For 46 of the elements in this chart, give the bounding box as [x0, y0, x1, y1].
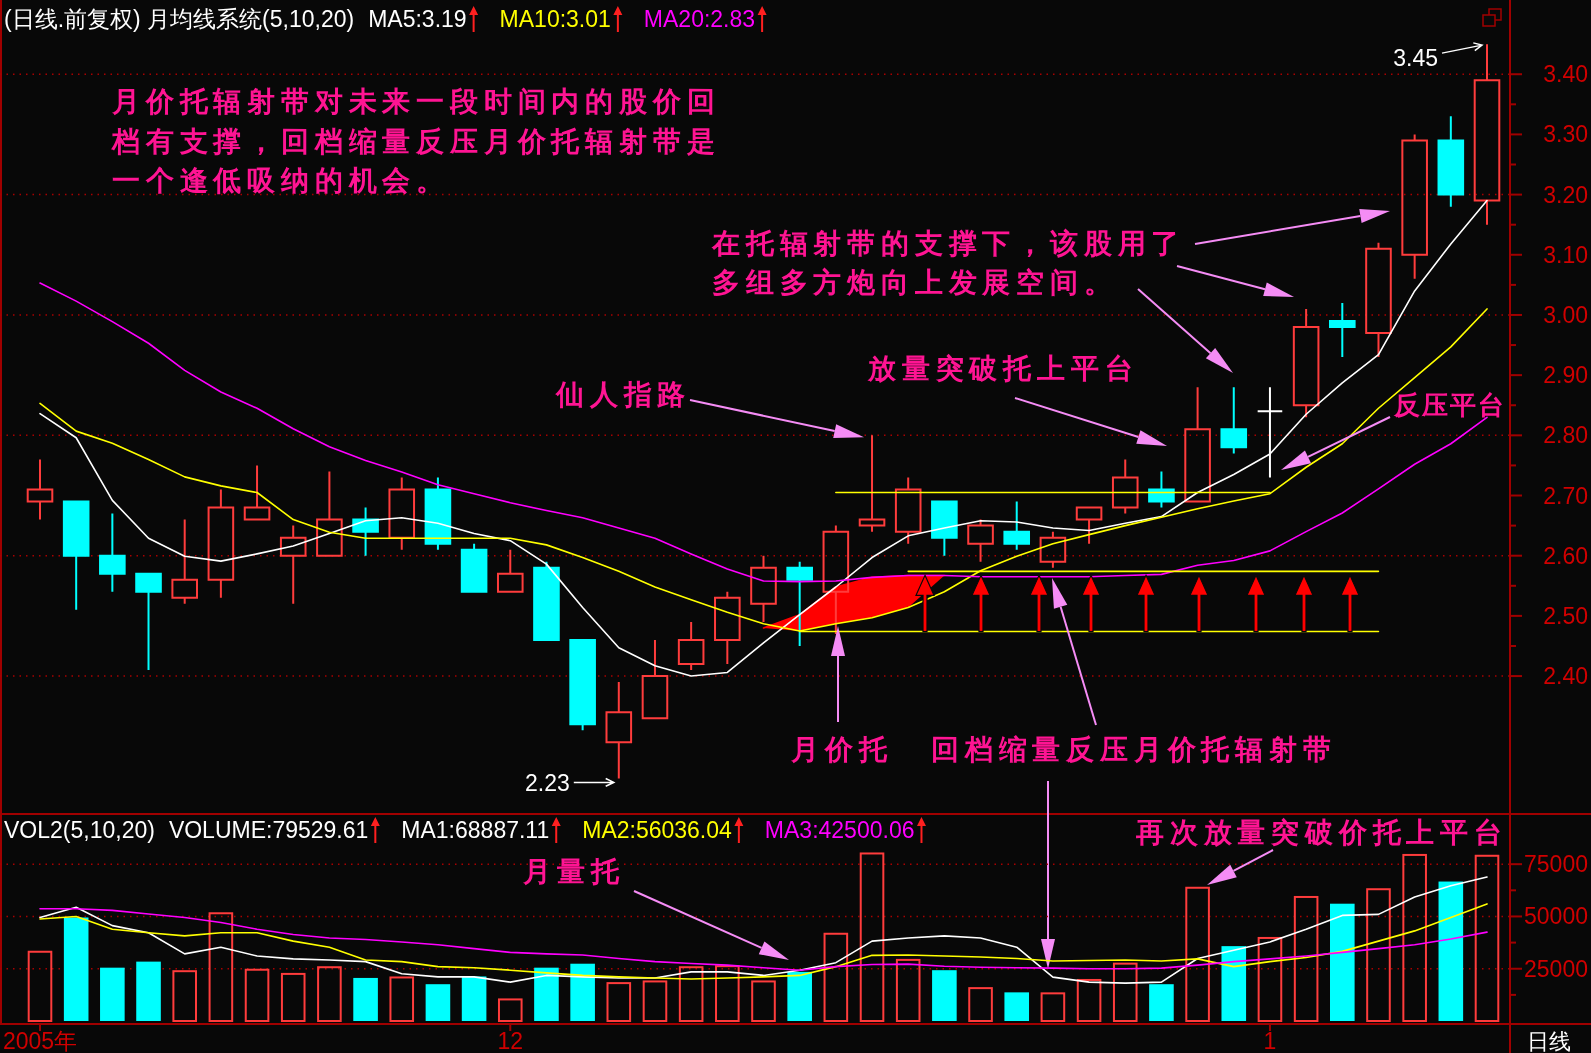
annotation: 2.23 [525, 770, 616, 797]
annotation: 反压平台 [1393, 390, 1506, 420]
chart-title: (日线.前复权) 月均线系统(5,10,20) [4, 6, 355, 32]
annotation: 3.45 [1393, 45, 1438, 72]
annotation: 仙人指路 [555, 377, 692, 411]
chart-title: VOL2(5,10,20) [4, 817, 155, 843]
x-tick-label: 2005年 [2, 1028, 78, 1053]
y-tick-label: 3.10 [1543, 241, 1588, 268]
annotation: 再次放量突破价托上平台 [1136, 815, 1508, 885]
annotation: 放量突破托上平台 [867, 351, 1139, 385]
y-tick-label: 3.00 [1543, 301, 1588, 328]
annotation: 仙人指路 [556, 377, 865, 438]
y-tick-label: 2.40 [1543, 663, 1588, 690]
y-tick-label: 2.70 [1543, 482, 1588, 509]
annotation: 月价托辐射带对未来一段时间内的股价回档有支撑，回档缩量反压月价托辐射带是一个逢低吸纳的机会。 [112, 84, 721, 197]
annotation: 月量托 [522, 854, 625, 888]
y-tick-label: 2.60 [1543, 542, 1588, 569]
x-tick-label: 1 [1263, 1028, 1277, 1053]
annotation: 3.45 [1393, 42, 1484, 72]
y-tick-label: 3.40 [1543, 61, 1588, 88]
y-tick-label: 3.20 [1543, 181, 1588, 208]
text: MA3:42500.06 [764, 817, 915, 843]
y-tick-label: 2.90 [1543, 362, 1588, 389]
text: MA1:68887.11 [401, 817, 550, 843]
annotation: 在托辐射带的支撑下，该股用了多组多方炮向上发展空间。 [711, 226, 1186, 298]
annotation: 再次放量突破价托上平台 [1135, 815, 1508, 849]
y-tick-label: 3.30 [1543, 121, 1588, 148]
y-tick-label: 75000 [1524, 851, 1588, 878]
y-tick-label: 2.80 [1543, 422, 1588, 449]
text: MA20:2.83 [643, 6, 756, 32]
y-tick-label: 25000 [1524, 955, 1588, 982]
annotation: 2.23 [525, 770, 570, 797]
annotation: 月量托 [523, 854, 789, 960]
text: MA2:56036.04 [582, 817, 733, 843]
annotation: VOLUME:79529.61 [168, 817, 369, 843]
annotation: 放量突破托上平台 [868, 351, 1167, 446]
y-tick-label: 50000 [1524, 903, 1588, 930]
annotation: 反压平台 [1281, 390, 1506, 470]
y-tick-label: 2.50 [1543, 602, 1588, 629]
annotation: 月价托 [791, 626, 893, 766]
annotation: 日线 [1527, 1028, 1571, 1053]
annotation: 回档缩量反压月价托辐射带 [931, 732, 1337, 766]
x-tick-label: 12 [497, 1028, 524, 1053]
text: MA10:3.01 [499, 6, 611, 32]
text: MA5:3.19 [368, 6, 467, 32]
annotation: 月价托 [790, 732, 893, 766]
